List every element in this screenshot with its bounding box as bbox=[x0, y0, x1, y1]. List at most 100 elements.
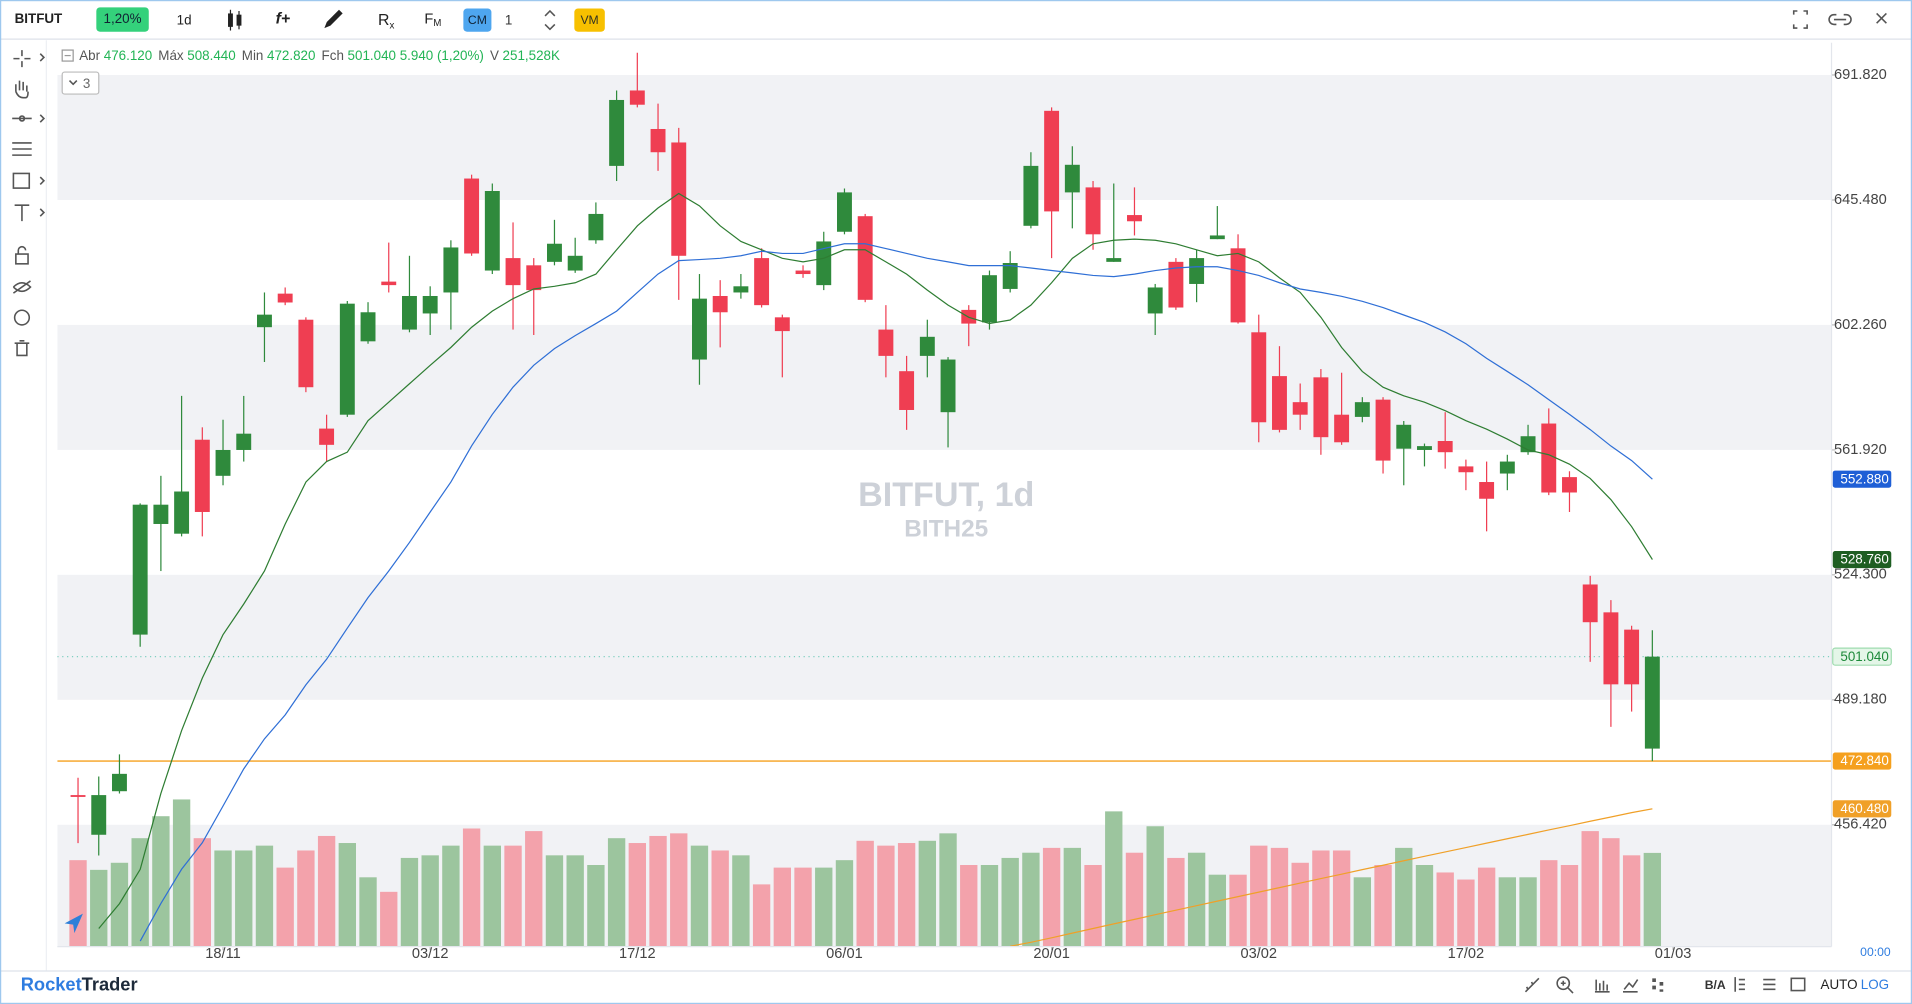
vm-pill[interactable] bbox=[574, 8, 605, 32]
time-label: 00:00 bbox=[1860, 945, 1891, 959]
candle-body bbox=[1458, 466, 1474, 473]
help-tool[interactable] bbox=[13, 309, 31, 326]
price-badge bbox=[1832, 752, 1892, 770]
fullscreen-icon[interactable] bbox=[1792, 10, 1808, 29]
volume-bar bbox=[400, 857, 419, 947]
spinner[interactable] bbox=[544, 9, 556, 31]
text-tool[interactable] bbox=[14, 204, 30, 222]
fm-main: F bbox=[424, 11, 433, 27]
dom-icon[interactable] bbox=[1734, 977, 1745, 992]
volume-bar bbox=[1270, 847, 1289, 947]
candle-body bbox=[381, 281, 397, 286]
volume-bar bbox=[1477, 867, 1496, 947]
volume-bar bbox=[1291, 862, 1309, 947]
volume-bar bbox=[939, 833, 957, 947]
link-icon[interactable] bbox=[1828, 13, 1852, 26]
cm-pill[interactable] bbox=[463, 8, 492, 32]
legend-label: V bbox=[490, 48, 499, 63]
ba-button[interactable]: B/A bbox=[1705, 978, 1726, 992]
price-badge bbox=[1832, 647, 1892, 666]
hide-tool[interactable] bbox=[12, 280, 32, 294]
navigate-icon[interactable] bbox=[64, 913, 83, 934]
candle-body bbox=[1292, 402, 1308, 415]
volume-bar bbox=[773, 867, 792, 947]
collapse-box[interactable] bbox=[61, 49, 74, 62]
legend-label: Min bbox=[242, 48, 264, 63]
y-tick-label: 524.300 bbox=[1834, 567, 1887, 583]
candle-body bbox=[1437, 441, 1453, 453]
draw-icon[interactable] bbox=[324, 9, 343, 29]
volume-bar bbox=[1622, 855, 1641, 947]
x-tick-label: 18/11 bbox=[205, 946, 240, 962]
candle-body bbox=[1644, 656, 1660, 749]
volume-bar bbox=[255, 845, 274, 947]
rx-sub: x bbox=[389, 20, 394, 31]
line-tool[interactable] bbox=[12, 115, 32, 122]
price-badge-label: 501.040 bbox=[1840, 649, 1888, 664]
candle-body bbox=[1251, 332, 1267, 423]
x-tick-label: 01/03 bbox=[1655, 946, 1692, 962]
candle-body bbox=[194, 439, 210, 512]
candle-body bbox=[402, 295, 417, 330]
auto-button[interactable]: AUTO bbox=[1821, 977, 1858, 992]
volume-bar bbox=[1250, 845, 1268, 947]
volume-bar bbox=[1167, 857, 1185, 947]
lock-shackle bbox=[17, 245, 27, 255]
rx-button[interactable]: Rx bbox=[378, 12, 394, 31]
candle-body bbox=[1499, 461, 1515, 474]
footer: RocketTrader B/A AUTO LOG bbox=[0, 970, 1912, 995]
fm-button[interactable]: FM bbox=[424, 11, 441, 28]
hand-tool[interactable] bbox=[15, 80, 29, 99]
y-tick-label: 489.180 bbox=[1834, 692, 1887, 708]
volume-bar bbox=[359, 877, 377, 947]
candle-body bbox=[1582, 584, 1598, 623]
volume-bar bbox=[566, 855, 584, 947]
candle-body bbox=[1562, 477, 1577, 493]
candle-type-icon[interactable] bbox=[228, 9, 242, 31]
candle-body bbox=[339, 303, 355, 415]
close-icon[interactable] bbox=[1876, 12, 1887, 24]
moving-average bbox=[1010, 808, 1653, 947]
candle-body bbox=[236, 433, 252, 450]
line-icon[interactable] bbox=[1623, 979, 1639, 993]
legend-value: 472.820 bbox=[267, 48, 315, 63]
log-button[interactable]: LOG bbox=[1861, 977, 1889, 992]
candle-body bbox=[982, 275, 997, 323]
candle-body bbox=[277, 293, 293, 303]
x-tick-label: 17/12 bbox=[619, 946, 656, 962]
fib-tool[interactable] bbox=[12, 142, 32, 156]
candle-body bbox=[1230, 248, 1246, 323]
volume-bar bbox=[1581, 831, 1599, 947]
candle-body bbox=[692, 298, 707, 360]
bars-icon[interactable] bbox=[1594, 979, 1610, 993]
grid-icon[interactable] bbox=[1652, 978, 1664, 992]
candle-body bbox=[1624, 629, 1640, 685]
volume-bar bbox=[297, 850, 315, 947]
volume-bar bbox=[525, 831, 543, 947]
candle-body bbox=[1396, 424, 1412, 449]
interval[interactable]: 1d bbox=[177, 12, 192, 27]
lock-tool[interactable] bbox=[15, 253, 29, 265]
legend-value: 251,528K bbox=[503, 48, 560, 63]
shape-tool[interactable] bbox=[12, 172, 31, 189]
crosshair-tool[interactable] bbox=[13, 50, 31, 68]
zoom-icon[interactable] bbox=[1556, 976, 1571, 991]
count[interactable]: 1 bbox=[505, 12, 512, 27]
pane-box[interactable] bbox=[61, 71, 100, 95]
candle-body bbox=[1603, 612, 1619, 685]
price-badge-label: 528.760 bbox=[1840, 552, 1888, 567]
list-icon[interactable] bbox=[1763, 978, 1776, 991]
indicator-button[interactable]: f+ bbox=[276, 11, 291, 28]
y-tick-label: 561.920 bbox=[1834, 442, 1887, 458]
volume-bar bbox=[1312, 850, 1330, 947]
ruler-icon[interactable] bbox=[1524, 977, 1540, 993]
volume-bar bbox=[442, 845, 460, 947]
window-icon[interactable] bbox=[1790, 977, 1806, 992]
candle-body bbox=[91, 795, 107, 835]
candle-body bbox=[1189, 258, 1205, 284]
symbol[interactable]: BITFUT bbox=[15, 11, 63, 26]
volume-bar bbox=[1125, 852, 1144, 947]
volume-bar bbox=[1001, 857, 1019, 947]
volume-bar bbox=[1498, 877, 1517, 947]
delete-tool[interactable] bbox=[14, 339, 30, 357]
